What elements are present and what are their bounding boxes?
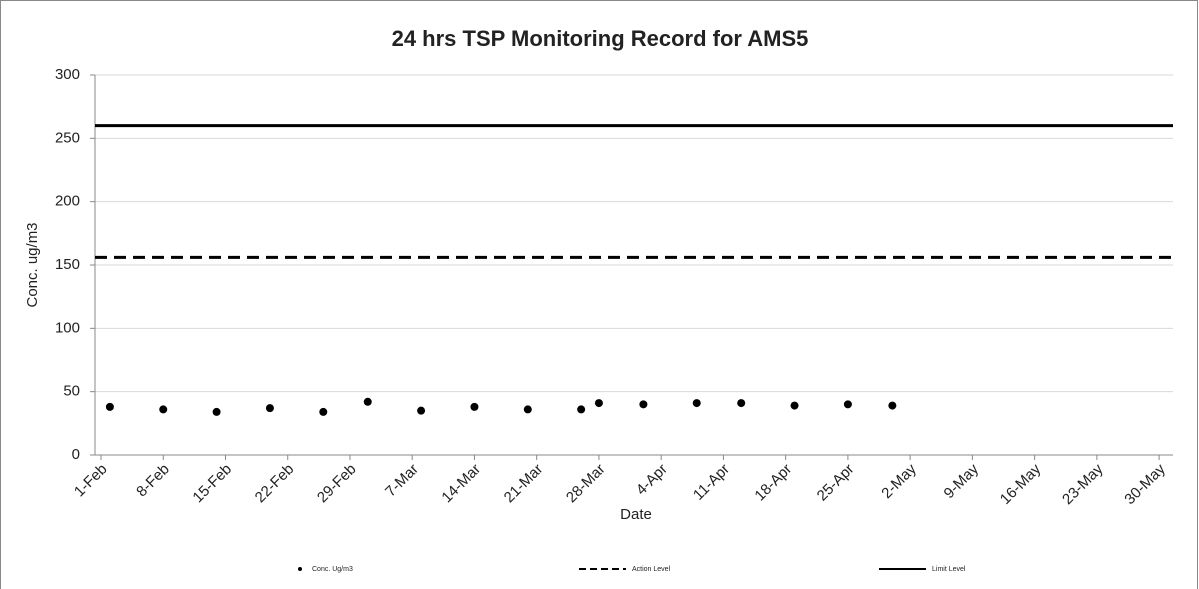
- legend-label: Action Level: [632, 566, 671, 573]
- chart-title: 24 hrs TSP Monitoring Record for AMS5: [392, 26, 809, 51]
- legend-label: Limit Level: [932, 566, 966, 573]
- data-point: [594, 399, 603, 408]
- data-point: [843, 400, 852, 409]
- data-point: [790, 401, 799, 410]
- y-tick-label: 0: [72, 446, 80, 463]
- data-point: [105, 402, 114, 411]
- data-point: [319, 407, 328, 416]
- data-point: [639, 400, 648, 409]
- data-point: [577, 405, 586, 414]
- x-axis-label: Date: [620, 506, 652, 523]
- y-tick-label: 100: [55, 319, 80, 336]
- y-tick-label: 300: [55, 66, 80, 83]
- data-point: [692, 399, 701, 408]
- y-tick-label: 150: [55, 256, 80, 273]
- data-point: [470, 402, 479, 411]
- data-point: [523, 405, 532, 414]
- data-point: [888, 401, 897, 410]
- data-point: [363, 397, 372, 406]
- data-point: [265, 404, 274, 413]
- data-point: [212, 407, 221, 416]
- y-axis-label: Conc. ug/m3: [24, 222, 41, 307]
- data-point: [417, 406, 426, 415]
- y-tick-label: 250: [55, 129, 80, 146]
- y-tick-label: 50: [63, 383, 80, 400]
- legend-marker: [298, 567, 302, 571]
- y-tick-label: 200: [55, 193, 80, 210]
- data-point: [737, 399, 746, 408]
- data-point: [159, 405, 168, 414]
- legend-label: Conc. Ug/m3: [312, 566, 353, 573]
